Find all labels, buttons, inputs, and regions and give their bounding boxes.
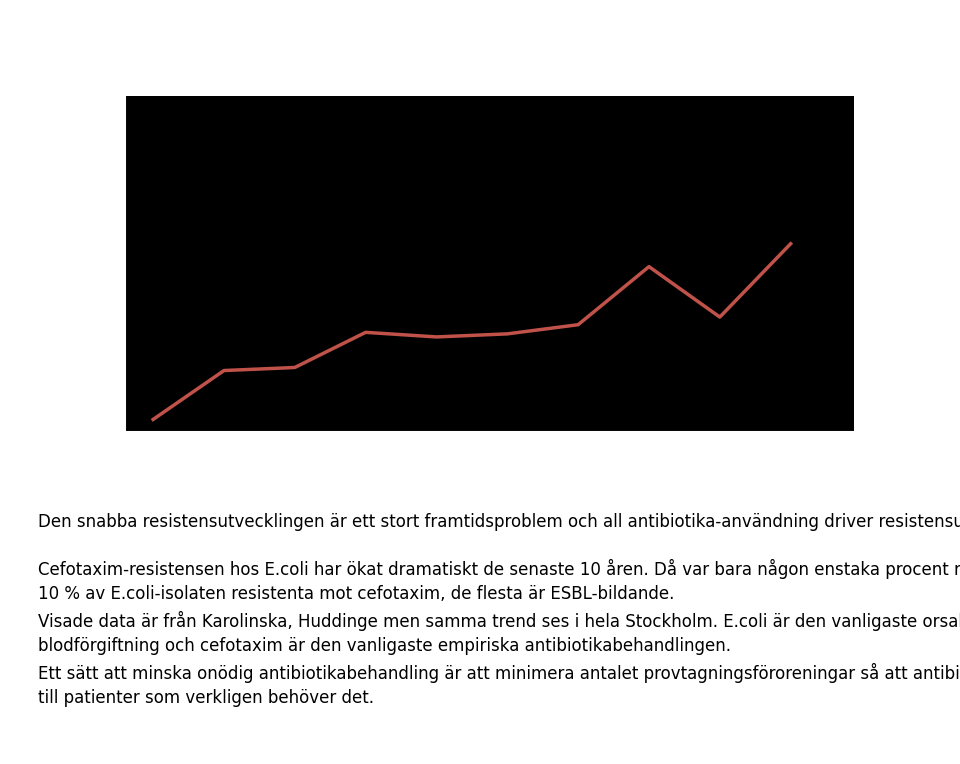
Text: Ett sätt att minska onödig antibiotikabehandling är att minimera antalet provtag: Ett sätt att minska onödig antibiotikabe… xyxy=(38,663,960,707)
Text: Den snabba resistensutvecklingen är ett stort framtidsproblem och all antibiotik: Den snabba resistensutvecklingen är ett … xyxy=(38,513,960,532)
Text: på Karolinska Huddinge: på Karolinska Huddinge xyxy=(325,477,644,504)
Text: Onödig antbiotikabehandling ger ökad resistens: Onödig antbiotikabehandling ger ökad res… xyxy=(86,21,883,48)
Text: Andel cefotaxim-resistenta E. coli i blododlingar tagna: Andel cefotaxim-resistenta E. coli i blo… xyxy=(121,450,849,474)
Text: Cefotaxim-resistensen hos E.coli har ökat dramatiskt de senaste 10 åren. Då var : Cefotaxim-resistensen hos E.coli har öka… xyxy=(38,559,960,603)
Text: Visade data är från Karolinska, Huddinge men samma trend ses i hela Stockholm. E: Visade data är från Karolinska, Huddinge… xyxy=(38,611,960,655)
